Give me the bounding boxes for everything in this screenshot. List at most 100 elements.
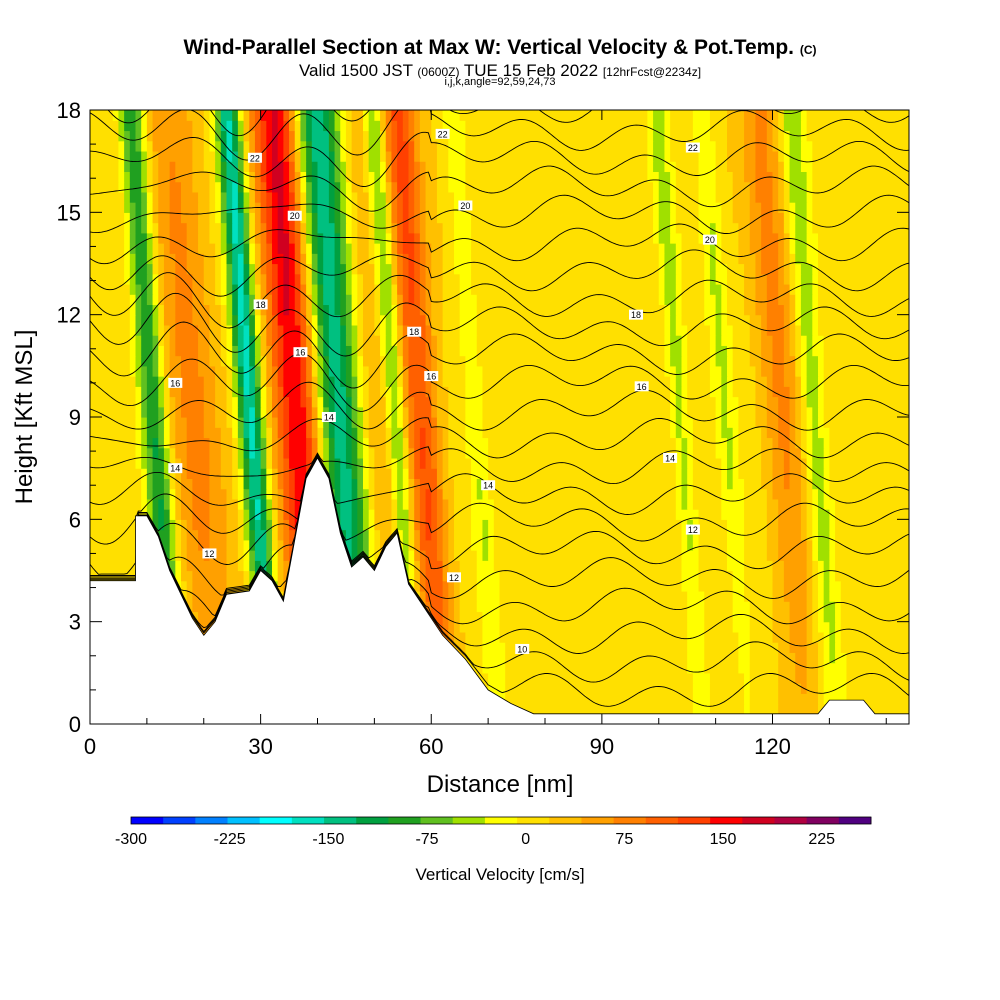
velocity-cell bbox=[357, 509, 364, 520]
contour-label: 20 bbox=[290, 211, 300, 221]
velocity-cell bbox=[237, 365, 245, 377]
colorbar-swatch bbox=[484, 817, 518, 824]
velocity-cell bbox=[345, 355, 353, 367]
velocity-cell bbox=[124, 273, 131, 285]
velocity-cell bbox=[425, 161, 438, 172]
velocity-cell bbox=[812, 191, 909, 203]
velocity-cell bbox=[328, 457, 336, 469]
velocity-cell bbox=[334, 253, 341, 265]
velocity-cell bbox=[482, 642, 506, 653]
theta-contour-line bbox=[90, 249, 909, 297]
velocity-cell bbox=[436, 161, 449, 172]
velocity-cell bbox=[431, 283, 444, 295]
velocity-cell bbox=[795, 345, 802, 357]
velocity-cell bbox=[272, 417, 279, 428]
velocity-cell bbox=[175, 468, 182, 479]
velocity-cell bbox=[408, 222, 415, 234]
velocity-cell bbox=[789, 601, 808, 613]
velocity-cell bbox=[306, 232, 313, 244]
velocity-cell bbox=[220, 110, 233, 121]
velocity-cell bbox=[681, 263, 705, 275]
velocity-cell bbox=[414, 550, 421, 561]
velocity-cell bbox=[272, 243, 279, 254]
y-tick-label: 6 bbox=[69, 507, 81, 532]
velocity-cell bbox=[363, 345, 381, 357]
velocity-cell bbox=[766, 550, 779, 561]
y-tick-label: 0 bbox=[69, 712, 81, 737]
velocity-cell bbox=[653, 140, 666, 152]
velocity-cell bbox=[442, 611, 449, 623]
velocity-cell bbox=[249, 314, 256, 326]
velocity-cell bbox=[385, 253, 393, 265]
velocity-cell bbox=[175, 427, 188, 439]
velocity-cell bbox=[334, 212, 341, 224]
velocity-cell bbox=[380, 253, 387, 265]
velocity-cell bbox=[727, 417, 739, 428]
velocity-cell bbox=[158, 335, 165, 346]
velocity-cell bbox=[402, 335, 410, 346]
velocity-cell bbox=[414, 417, 432, 428]
velocity-cell bbox=[340, 222, 347, 234]
velocity-cell bbox=[220, 222, 228, 234]
velocity-cell bbox=[317, 161, 330, 172]
velocity-cell bbox=[823, 386, 909, 398]
velocity-cell bbox=[806, 611, 813, 623]
velocity-cell bbox=[186, 110, 205, 121]
contour-label: 18 bbox=[256, 300, 266, 310]
velocity-cell bbox=[414, 181, 421, 193]
velocity-cell bbox=[317, 222, 336, 234]
velocity-cell bbox=[283, 529, 290, 541]
velocity-cell bbox=[675, 324, 688, 336]
velocity-cell bbox=[732, 365, 757, 377]
velocity-cell bbox=[340, 365, 347, 377]
velocity-cell bbox=[721, 324, 734, 336]
velocity-cell bbox=[283, 171, 290, 183]
velocity-cell bbox=[357, 427, 364, 439]
velocity-cell bbox=[806, 427, 813, 439]
velocity-cell bbox=[755, 376, 768, 387]
velocity-cell bbox=[783, 161, 791, 172]
velocity-cell bbox=[243, 519, 250, 531]
velocity-cell bbox=[704, 283, 711, 295]
velocity-cell bbox=[709, 253, 717, 265]
velocity-cell bbox=[300, 202, 307, 213]
velocity-cell bbox=[778, 396, 791, 408]
velocity-cell bbox=[306, 294, 313, 306]
velocity-cell bbox=[380, 120, 387, 132]
velocity-cell bbox=[402, 427, 410, 439]
velocity-cell bbox=[351, 376, 358, 387]
velocity-cell bbox=[664, 273, 677, 285]
velocity-cell bbox=[169, 345, 176, 357]
velocity-cell bbox=[237, 202, 245, 213]
velocity-cell bbox=[687, 652, 705, 664]
velocity-cell bbox=[243, 304, 250, 316]
velocity-cell bbox=[254, 161, 262, 172]
velocity-cell bbox=[351, 191, 358, 203]
velocity-cell bbox=[425, 181, 438, 193]
velocity-cell bbox=[772, 110, 779, 121]
velocity-cell bbox=[789, 631, 808, 643]
velocity-cell bbox=[647, 110, 654, 121]
velocity-cell bbox=[795, 202, 808, 213]
velocity-cell bbox=[277, 437, 284, 449]
velocity-cell bbox=[277, 243, 290, 254]
velocity-cell bbox=[385, 335, 393, 346]
velocity-cell bbox=[789, 457, 802, 469]
velocity-cell bbox=[414, 580, 421, 592]
velocity-cell bbox=[482, 417, 671, 428]
velocity-cell bbox=[363, 406, 370, 418]
velocity-cell bbox=[721, 283, 728, 295]
velocity-cell bbox=[709, 263, 717, 275]
velocity-cell bbox=[237, 437, 245, 449]
velocity-cell bbox=[141, 304, 154, 316]
velocity-cell bbox=[249, 283, 256, 295]
velocity-cell bbox=[283, 273, 290, 285]
velocity-cell bbox=[800, 150, 813, 162]
velocity-cell bbox=[419, 161, 427, 172]
velocity-cell bbox=[738, 652, 751, 664]
velocity-cell bbox=[687, 345, 711, 357]
velocity-cell bbox=[493, 529, 683, 541]
velocity-cell bbox=[135, 345, 142, 357]
velocity-cell bbox=[692, 457, 722, 469]
velocity-cell bbox=[772, 222, 785, 234]
